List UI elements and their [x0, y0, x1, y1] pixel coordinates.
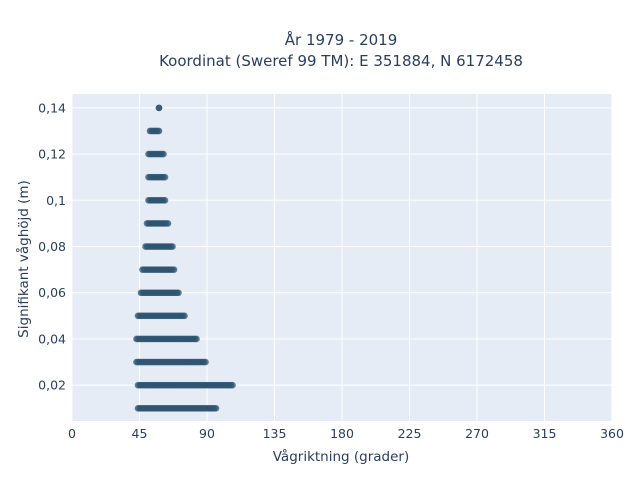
y-axis-title: Signifikant våghöjd (m): [15, 180, 32, 338]
data-point: [161, 173, 169, 181]
x-axis-ticks: 0 45 90 135 180 225 270 315 360: [68, 426, 624, 441]
x-tick-label: 45: [132, 426, 148, 441]
x-tick-label: 180: [330, 426, 354, 441]
data-point: [212, 404, 220, 412]
data-point: [155, 127, 163, 135]
data-point: [202, 358, 209, 366]
y-tick-label: 0,1: [46, 193, 66, 208]
x-tick-label: 135: [263, 426, 287, 441]
y-tick-label: 0,04: [38, 331, 66, 346]
chart-title-line-1: År 1979 - 2019: [285, 30, 398, 49]
data-point: [175, 289, 182, 297]
data-point: [161, 197, 169, 204]
y-tick-label: 0,12: [38, 147, 66, 162]
x-tick-label: 0: [68, 426, 76, 441]
data-point: [193, 335, 200, 343]
x-tick-label: 270: [465, 426, 489, 441]
y-tick-label: 0,08: [38, 239, 66, 254]
y-axis-ticks: 0,02 0,04 0,06 0,08 0,1 0,12 0,14: [38, 100, 66, 392]
x-tick-label: 90: [199, 426, 215, 441]
x-tick-label: 360: [600, 426, 624, 441]
data-point: [170, 266, 178, 273]
data-point: [155, 104, 163, 112]
data-point: [160, 150, 167, 158]
x-tick-label: 225: [398, 426, 422, 441]
data-points: [133, 104, 236, 412]
chart-title-line-2: Koordinat (Sweref 99 TM): E 351884, N 61…: [159, 52, 523, 70]
y-tick-label: 0,06: [38, 285, 66, 300]
data-point: [164, 220, 172, 227]
y-tick-label: 0,14: [38, 100, 66, 115]
data-point: [169, 243, 176, 250]
x-tick-label: 315: [533, 426, 557, 441]
x-axis-title: Vågriktning (grader): [273, 448, 410, 465]
y-tick-label: 0,02: [38, 378, 66, 393]
data-point: [229, 381, 236, 389]
data-point: [181, 312, 188, 320]
